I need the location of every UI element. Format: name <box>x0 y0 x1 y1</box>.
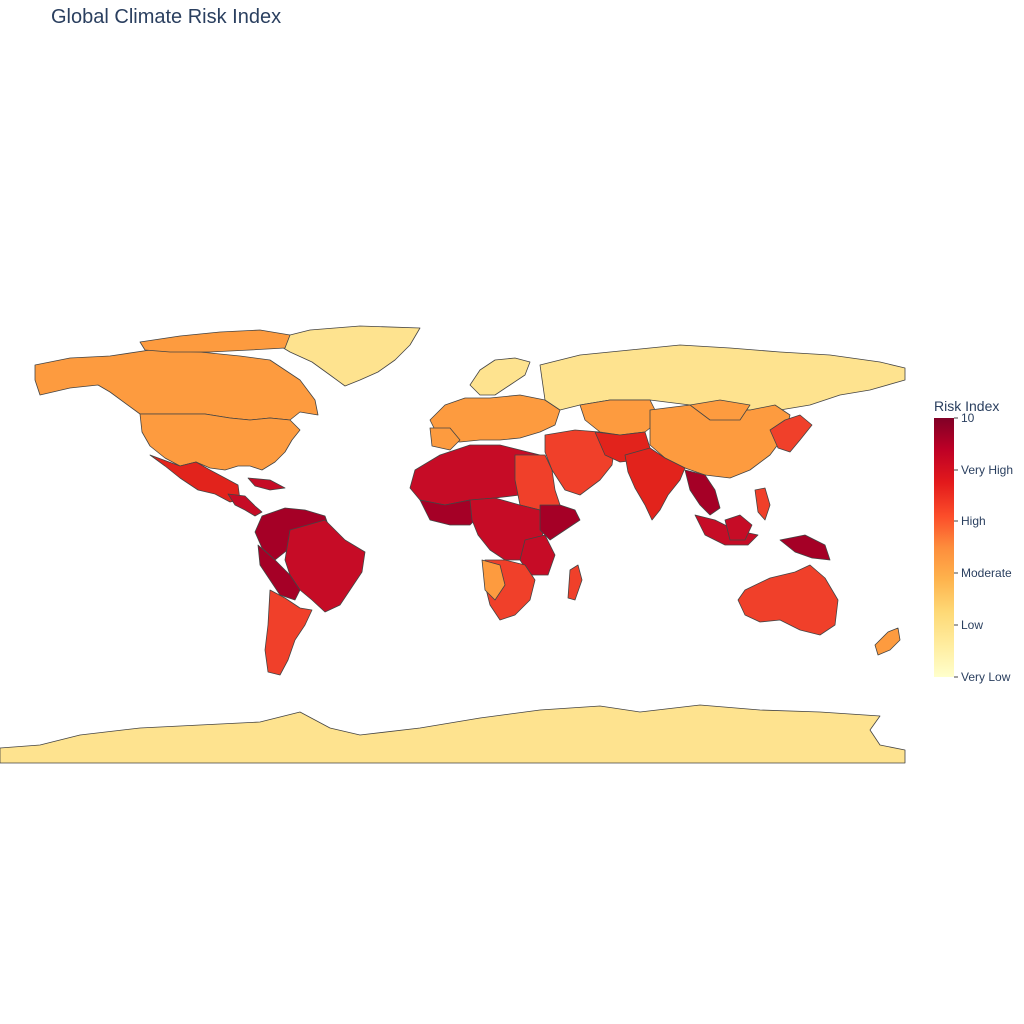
region-central-asia[interactable] <box>579 399 661 436</box>
region-central-america[interactable] <box>227 493 263 517</box>
region-arctic-islands[interactable] <box>139 329 291 353</box>
region-australia[interactable] <box>737 564 839 636</box>
region-madagascar[interactable] <box>567 564 583 601</box>
region-india[interactable] <box>624 447 686 521</box>
colorbar-gradient <box>934 418 954 677</box>
region-mongolia[interactable] <box>689 399 751 421</box>
colorbar-tick-low: Low <box>961 618 984 632</box>
region-philippines[interactable] <box>754 487 771 521</box>
region-borneo[interactable] <box>724 514 753 541</box>
region-canada[interactable] <box>34 349 319 421</box>
colorbar-tick-high: High <box>961 514 986 528</box>
region-caribbean[interactable] <box>247 477 286 491</box>
colorbar-title: Risk Index <box>934 398 1000 414</box>
region-peru-bolivia[interactable] <box>257 544 301 601</box>
region-greenland[interactable] <box>269 325 421 387</box>
region-east-africa[interactable] <box>519 534 556 576</box>
region-antarctica[interactable] <box>0 704 906 764</box>
region-usa[interactable] <box>139 413 301 471</box>
region-horn-of-africa[interactable] <box>539 504 581 541</box>
region-iberia[interactable] <box>429 427 461 451</box>
region-argentina-chile[interactable] <box>264 589 313 676</box>
chart-title: Global Climate Risk Index <box>51 6 282 28</box>
region-southeast-asia[interactable] <box>684 469 721 516</box>
colorbar-tick-very-low: Very Low <box>961 670 1011 684</box>
region-europe[interactable] <box>429 394 561 443</box>
region-scandinavia[interactable] <box>469 357 531 396</box>
region-angola-namibia[interactable] <box>481 559 506 601</box>
region-middle-east[interactable] <box>544 429 616 496</box>
region-new-zealand[interactable] <box>874 627 901 656</box>
colorbar-tick-very-high: Very High <box>961 463 1014 477</box>
region-japan-korea[interactable] <box>769 414 813 453</box>
region-papua[interactable] <box>779 534 831 561</box>
colorbar-tick-moderate: Moderate <box>961 566 1012 580</box>
region-brazil[interactable] <box>284 519 366 613</box>
colorbar-tick-max: 10 <box>961 411 975 425</box>
